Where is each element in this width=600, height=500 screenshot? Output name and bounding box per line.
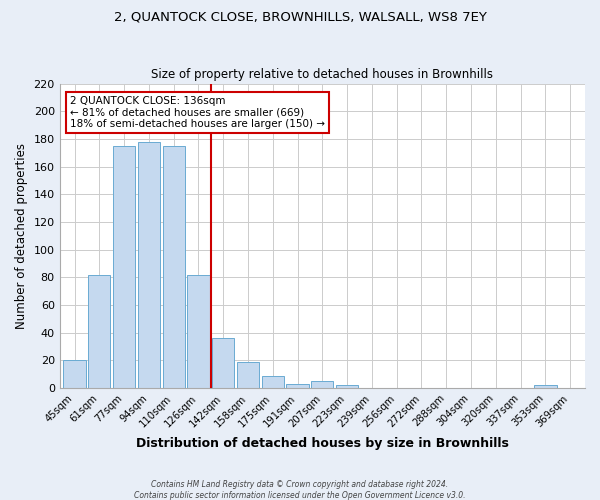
Bar [534, 386, 557, 388]
Bar [262, 376, 284, 388]
Bar [187, 274, 209, 388]
Bar [138, 142, 160, 388]
Bar [336, 386, 358, 388]
Bar [64, 360, 86, 388]
Text: Contains HM Land Registry data © Crown copyright and database right 2024.
Contai: Contains HM Land Registry data © Crown c… [134, 480, 466, 500]
Text: 2, QUANTOCK CLOSE, BROWNHILLS, WALSALL, WS8 7EY: 2, QUANTOCK CLOSE, BROWNHILLS, WALSALL, … [113, 10, 487, 23]
Title: Size of property relative to detached houses in Brownhills: Size of property relative to detached ho… [151, 68, 493, 81]
Bar [88, 274, 110, 388]
Bar [212, 338, 235, 388]
X-axis label: Distribution of detached houses by size in Brownhills: Distribution of detached houses by size … [136, 437, 509, 450]
Bar [286, 384, 309, 388]
Bar [163, 146, 185, 388]
Bar [113, 146, 135, 388]
Y-axis label: Number of detached properties: Number of detached properties [15, 143, 28, 329]
Bar [311, 382, 334, 388]
Text: 2 QUANTOCK CLOSE: 136sqm
← 81% of detached houses are smaller (669)
18% of semi-: 2 QUANTOCK CLOSE: 136sqm ← 81% of detach… [70, 96, 325, 129]
Bar [237, 362, 259, 388]
